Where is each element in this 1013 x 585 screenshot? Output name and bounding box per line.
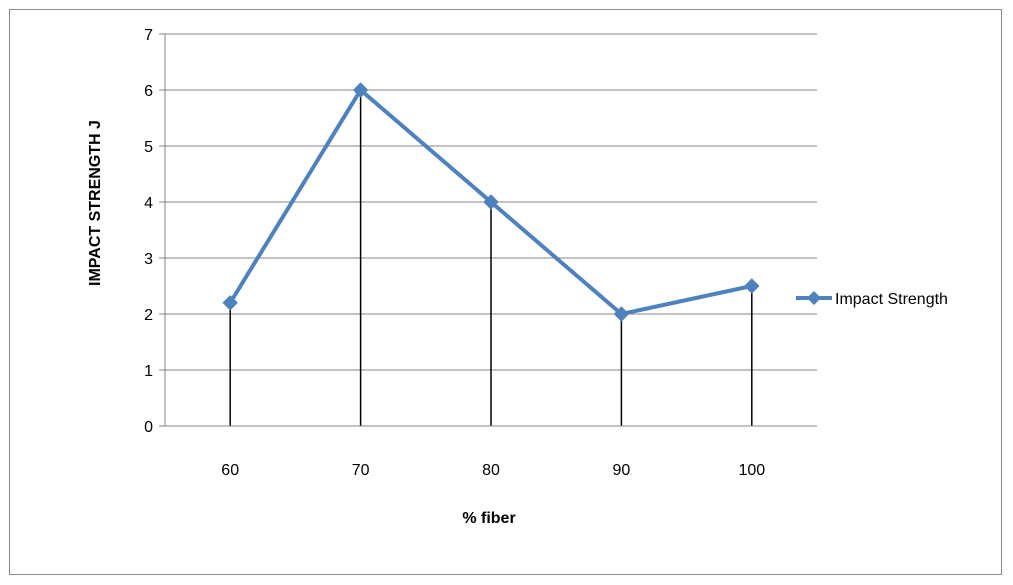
x-axis-title: % fiber — [462, 510, 515, 527]
legend-marker — [807, 291, 821, 305]
y-tick-label: 5 — [144, 139, 153, 156]
y-tick-label: 7 — [144, 27, 153, 44]
chart-frame — [9, 9, 1002, 575]
series-impact-strength — [222, 82, 760, 322]
legend-label-impact-strength: Impact Strength — [835, 291, 948, 308]
data-point — [222, 295, 238, 311]
y-tick-label: 1 — [144, 363, 153, 380]
y-tick-label: 2 — [144, 307, 153, 324]
y-tick-labels: 0 1 2 3 4 5 6 7 — [144, 27, 153, 436]
y-tick-label: 3 — [144, 251, 153, 268]
y-axis-title: IMPACT STRENGTH J — [87, 120, 104, 286]
drop-lines — [229, 90, 753, 426]
data-point — [744, 278, 760, 294]
y-tick-label: 6 — [144, 83, 153, 100]
gridlines — [165, 33, 817, 371]
x-tick-label: 100 — [738, 462, 765, 479]
x-tick-label: 90 — [613, 462, 631, 479]
legend: Impact Strength — [796, 291, 948, 308]
data-point — [352, 82, 369, 98]
y-tick-label: 0 — [144, 419, 153, 436]
axes — [159, 33, 817, 427]
x-tick-label: 70 — [352, 462, 370, 479]
data-point — [483, 194, 499, 210]
x-tick-label: 60 — [221, 462, 239, 479]
x-tick-label: 80 — [482, 462, 500, 479]
y-tick-label: 4 — [144, 195, 153, 212]
data-point — [613, 306, 630, 322]
x-tick-labels: 60 70 80 90 100 — [221, 462, 765, 479]
